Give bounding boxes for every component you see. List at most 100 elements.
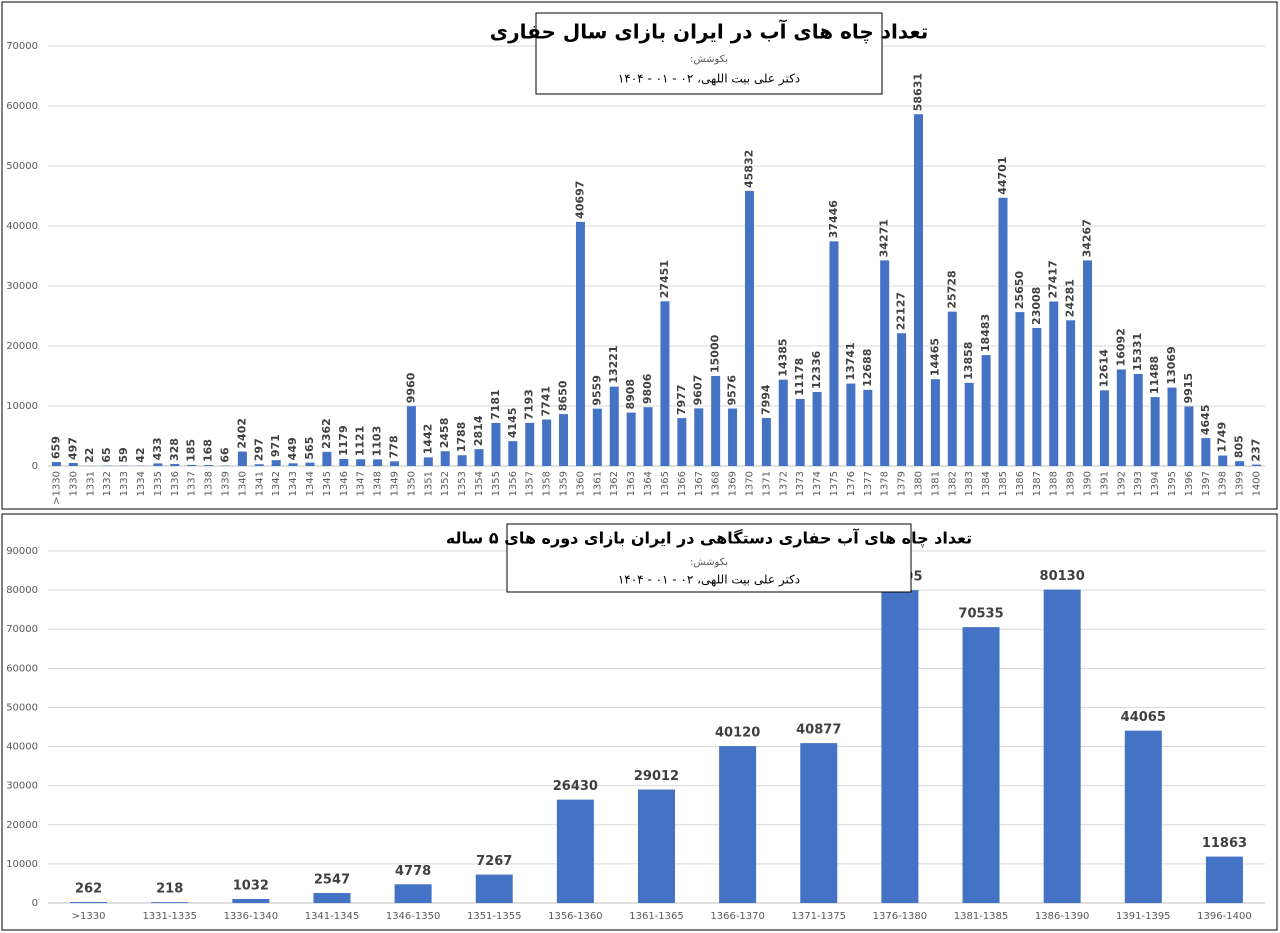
bar [1150,397,1160,466]
bar [1167,387,1177,466]
chart-panel: 0 10000 20000 30000 40000 50000 60000 70000 8000… [1,513,1278,931]
data-label: 168 [202,439,215,462]
data-label: 185 [185,439,198,462]
x-tick-label: 1366-1370 [710,911,765,922]
x-tick-label: 1372 [778,471,789,496]
data-label: 80130 [1040,569,1085,584]
bar [744,191,754,466]
data-label: 44065 [1121,710,1166,725]
bar [1066,320,1076,466]
bar [1235,461,1245,466]
data-label: 65 [100,447,113,462]
data-label: 659 [49,436,62,459]
data-label: 70535 [958,607,1003,622]
x-tick-label: 1370 [744,471,755,496]
bar [170,464,180,466]
x-tick-label: 1332 [102,471,113,496]
bar [626,412,636,466]
bar [575,221,585,466]
x-tick-label: 1347 [356,471,367,496]
y-tick-label: 40000 [6,742,38,753]
data-label: 22 [83,448,96,463]
x-tick-label: 1399 [1235,471,1246,496]
data-label: 11178 [793,358,806,396]
x-tick-label: 1397 [1201,471,1212,496]
bar [1201,438,1211,466]
data-label: 42 [134,447,147,462]
bar [778,379,788,466]
bar [508,441,518,466]
bar [1116,369,1126,466]
x-tick-label: 1355 [491,471,502,496]
x-tick-label: 1335 [153,471,164,496]
x-tick-label: 1333 [119,471,130,496]
y-tick-label: 70000 [6,41,38,52]
y-tick-label: 60000 [6,101,38,112]
bar [800,743,838,903]
data-label: 27417 [1047,260,1060,298]
bar [232,898,270,903]
data-label: 24281 [1064,279,1077,317]
y-tick-label: 90000 [6,546,38,557]
bar [638,789,675,903]
data-label: 40697 [573,181,586,219]
bar [1083,260,1093,466]
x-tick-label: >1330 [51,471,62,505]
data-label: 9559 [590,375,603,406]
x-tick-label: 1386 [1015,471,1026,496]
data-label: 9806 [641,373,654,404]
bar [846,383,856,466]
y-tick-label: 40000 [6,221,38,232]
x-tick-label: 1392 [1116,471,1127,496]
data-label: 14385 [776,338,789,376]
data-label: 23008 [1030,287,1043,325]
data-label: 7267 [476,854,512,869]
y-tick-label: 20000 [6,341,38,352]
data-label: 778 [388,435,401,458]
x-tick-label: 1387 [1032,471,1043,496]
data-label: 13858 [962,342,975,380]
bar [542,419,552,466]
bar [1015,312,1025,466]
x-tick-label: 1342 [271,471,282,496]
bar [288,463,298,466]
bar [204,464,214,466]
bar [457,455,467,466]
x-tick-label: 1336-1340 [224,911,279,922]
bar [880,260,890,466]
y-tick-label: 20000 [6,820,38,831]
x-tick-label: 1391 [1099,471,1110,496]
x-tick-label: 1380 [913,471,924,496]
bar [151,902,189,903]
bar [305,462,315,466]
x-tick-label: 1337 [187,471,198,496]
data-label: 2547 [314,873,350,888]
x-tick-label: 1398 [1218,471,1229,496]
data-label: 1788 [455,422,468,453]
bar [271,460,281,466]
x-tick-label: 1377 [863,471,874,496]
data-label: 66 [218,447,231,463]
data-label: 13221 [607,345,620,383]
x-tick-label: 1395 [1167,471,1178,496]
y-tick-label: 0 [32,461,38,472]
bar [51,462,61,466]
data-label: 971 [269,434,282,457]
x-tick-label: 1396 [1184,471,1195,496]
bar [525,422,535,466]
bar [70,901,108,903]
x-tick-label: 1379 [897,471,908,496]
x-tick-label: 1365 [660,471,671,496]
x-tick-label: 1376 [846,471,857,496]
data-label: 22127 [895,292,908,330]
data-label: 15000 [709,334,722,373]
data-label: 7977 [675,385,688,416]
x-tick-label: 1378 [880,471,891,496]
x-tick-label: 1385 [998,471,1009,496]
x-tick-label: 1369 [728,471,739,496]
x-tick-label: 1361-1365 [629,911,684,922]
x-tick-label: 1360 [575,471,586,496]
data-label: 9576 [726,375,739,406]
bar [1184,406,1194,466]
data-label: 262 [75,881,102,896]
